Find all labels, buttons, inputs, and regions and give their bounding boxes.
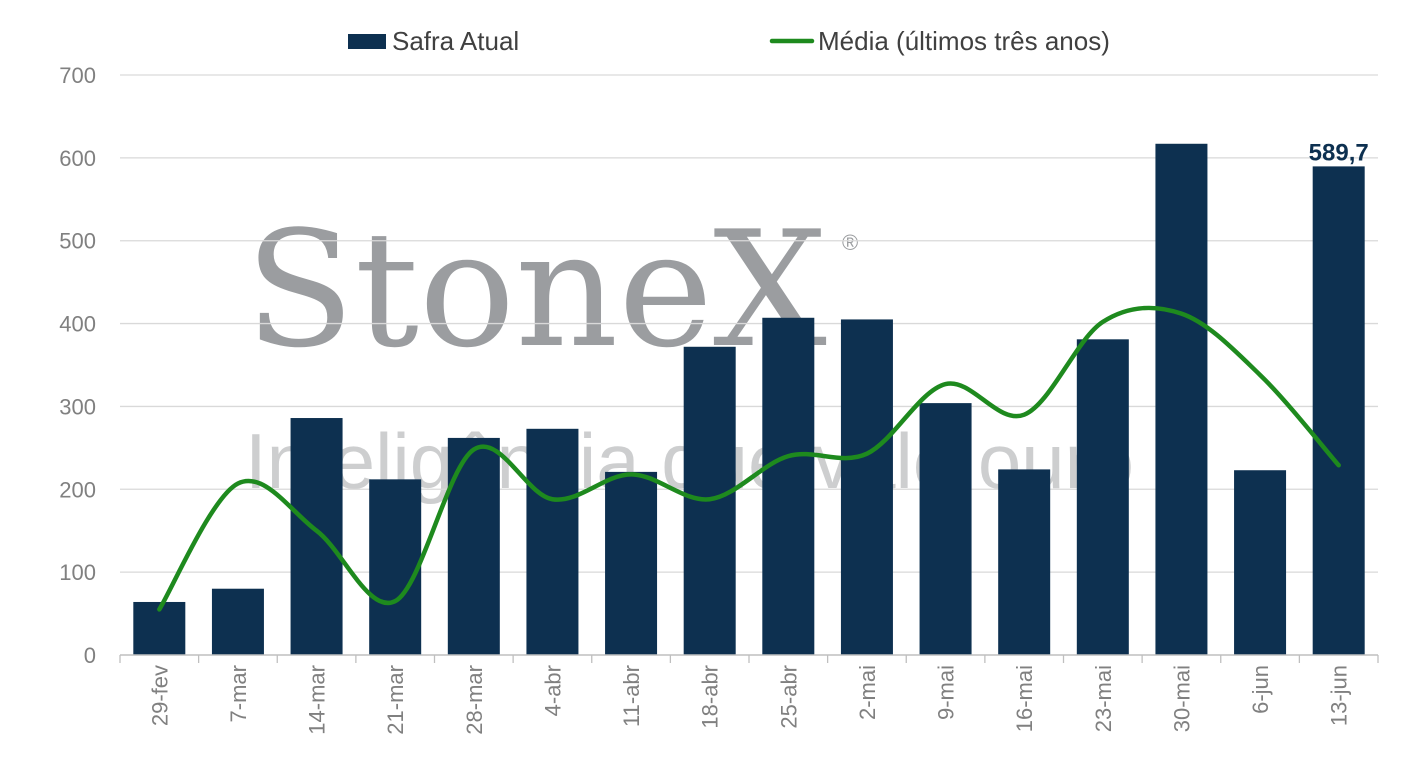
- x-tick-label: 21-mar: [383, 665, 408, 735]
- x-tick-label: 30-mai: [1169, 665, 1194, 732]
- axes: 0 100 200 300 400 500 600 700 29-fev 7-mar 14-mar 2…: [59, 63, 1379, 735]
- legend-swatch-bar: [348, 34, 386, 49]
- bar: [605, 471, 658, 655]
- bar: [998, 469, 1051, 655]
- x-tick-label: 13-jun: [1327, 665, 1352, 726]
- bar: [1234, 470, 1287, 655]
- x-tick-label: 14-mar: [305, 665, 330, 735]
- watermark-brand: StoneX: [245, 196, 827, 383]
- y-tick-label: 0: [84, 643, 96, 668]
- bar: [762, 317, 815, 655]
- bar: [290, 418, 343, 655]
- x-tick-label: 2-mai: [855, 665, 880, 720]
- legend: Safra Atual Média (últimos três anos): [348, 26, 1110, 56]
- x-tick-label: 23-mai: [1091, 665, 1116, 732]
- data-label: 589,7: [1309, 139, 1369, 166]
- watermark-registered-mark: ®: [842, 230, 858, 255]
- data-labels: 589,7: [1309, 139, 1369, 166]
- legend-label: Safra Atual: [392, 26, 519, 56]
- y-tick-label: 600: [59, 146, 96, 171]
- x-tick-label: 16-mai: [1012, 665, 1037, 732]
- x-tick-label: 18-abr: [698, 665, 723, 729]
- series-line: [157, 305, 1341, 612]
- x-tick-label: 11-abr: [619, 665, 644, 727]
- y-tick-label: 200: [59, 477, 96, 502]
- x-tick-label: 29-fev: [147, 665, 172, 726]
- y-tick-label: 700: [59, 63, 96, 88]
- y-tick-label: 100: [59, 560, 96, 585]
- line-series: [157, 305, 1341, 612]
- bar-series: [133, 143, 1365, 656]
- x-tick-label: 9-mai: [934, 665, 959, 720]
- y-tick-label: 400: [59, 312, 96, 337]
- bar: [1312, 166, 1365, 656]
- bar: [840, 319, 893, 655]
- bar: [1076, 339, 1129, 655]
- bar: [1155, 143, 1208, 655]
- y-tick-label: 300: [59, 394, 96, 419]
- bar: [369, 479, 422, 655]
- x-tick-label: 7-mar: [226, 665, 251, 722]
- bar: [919, 403, 972, 655]
- x-tick-label: 6-jun: [1248, 665, 1273, 714]
- legend-label: Média (últimos três anos): [818, 26, 1110, 56]
- bar: [211, 588, 264, 655]
- x-tick-label: 25-abr: [776, 665, 801, 729]
- x-tick-label: 4-abr: [540, 665, 565, 716]
- y-tick-label: 500: [59, 229, 96, 254]
- x-tick-label: 28-mar: [462, 665, 487, 735]
- bar: [526, 428, 579, 655]
